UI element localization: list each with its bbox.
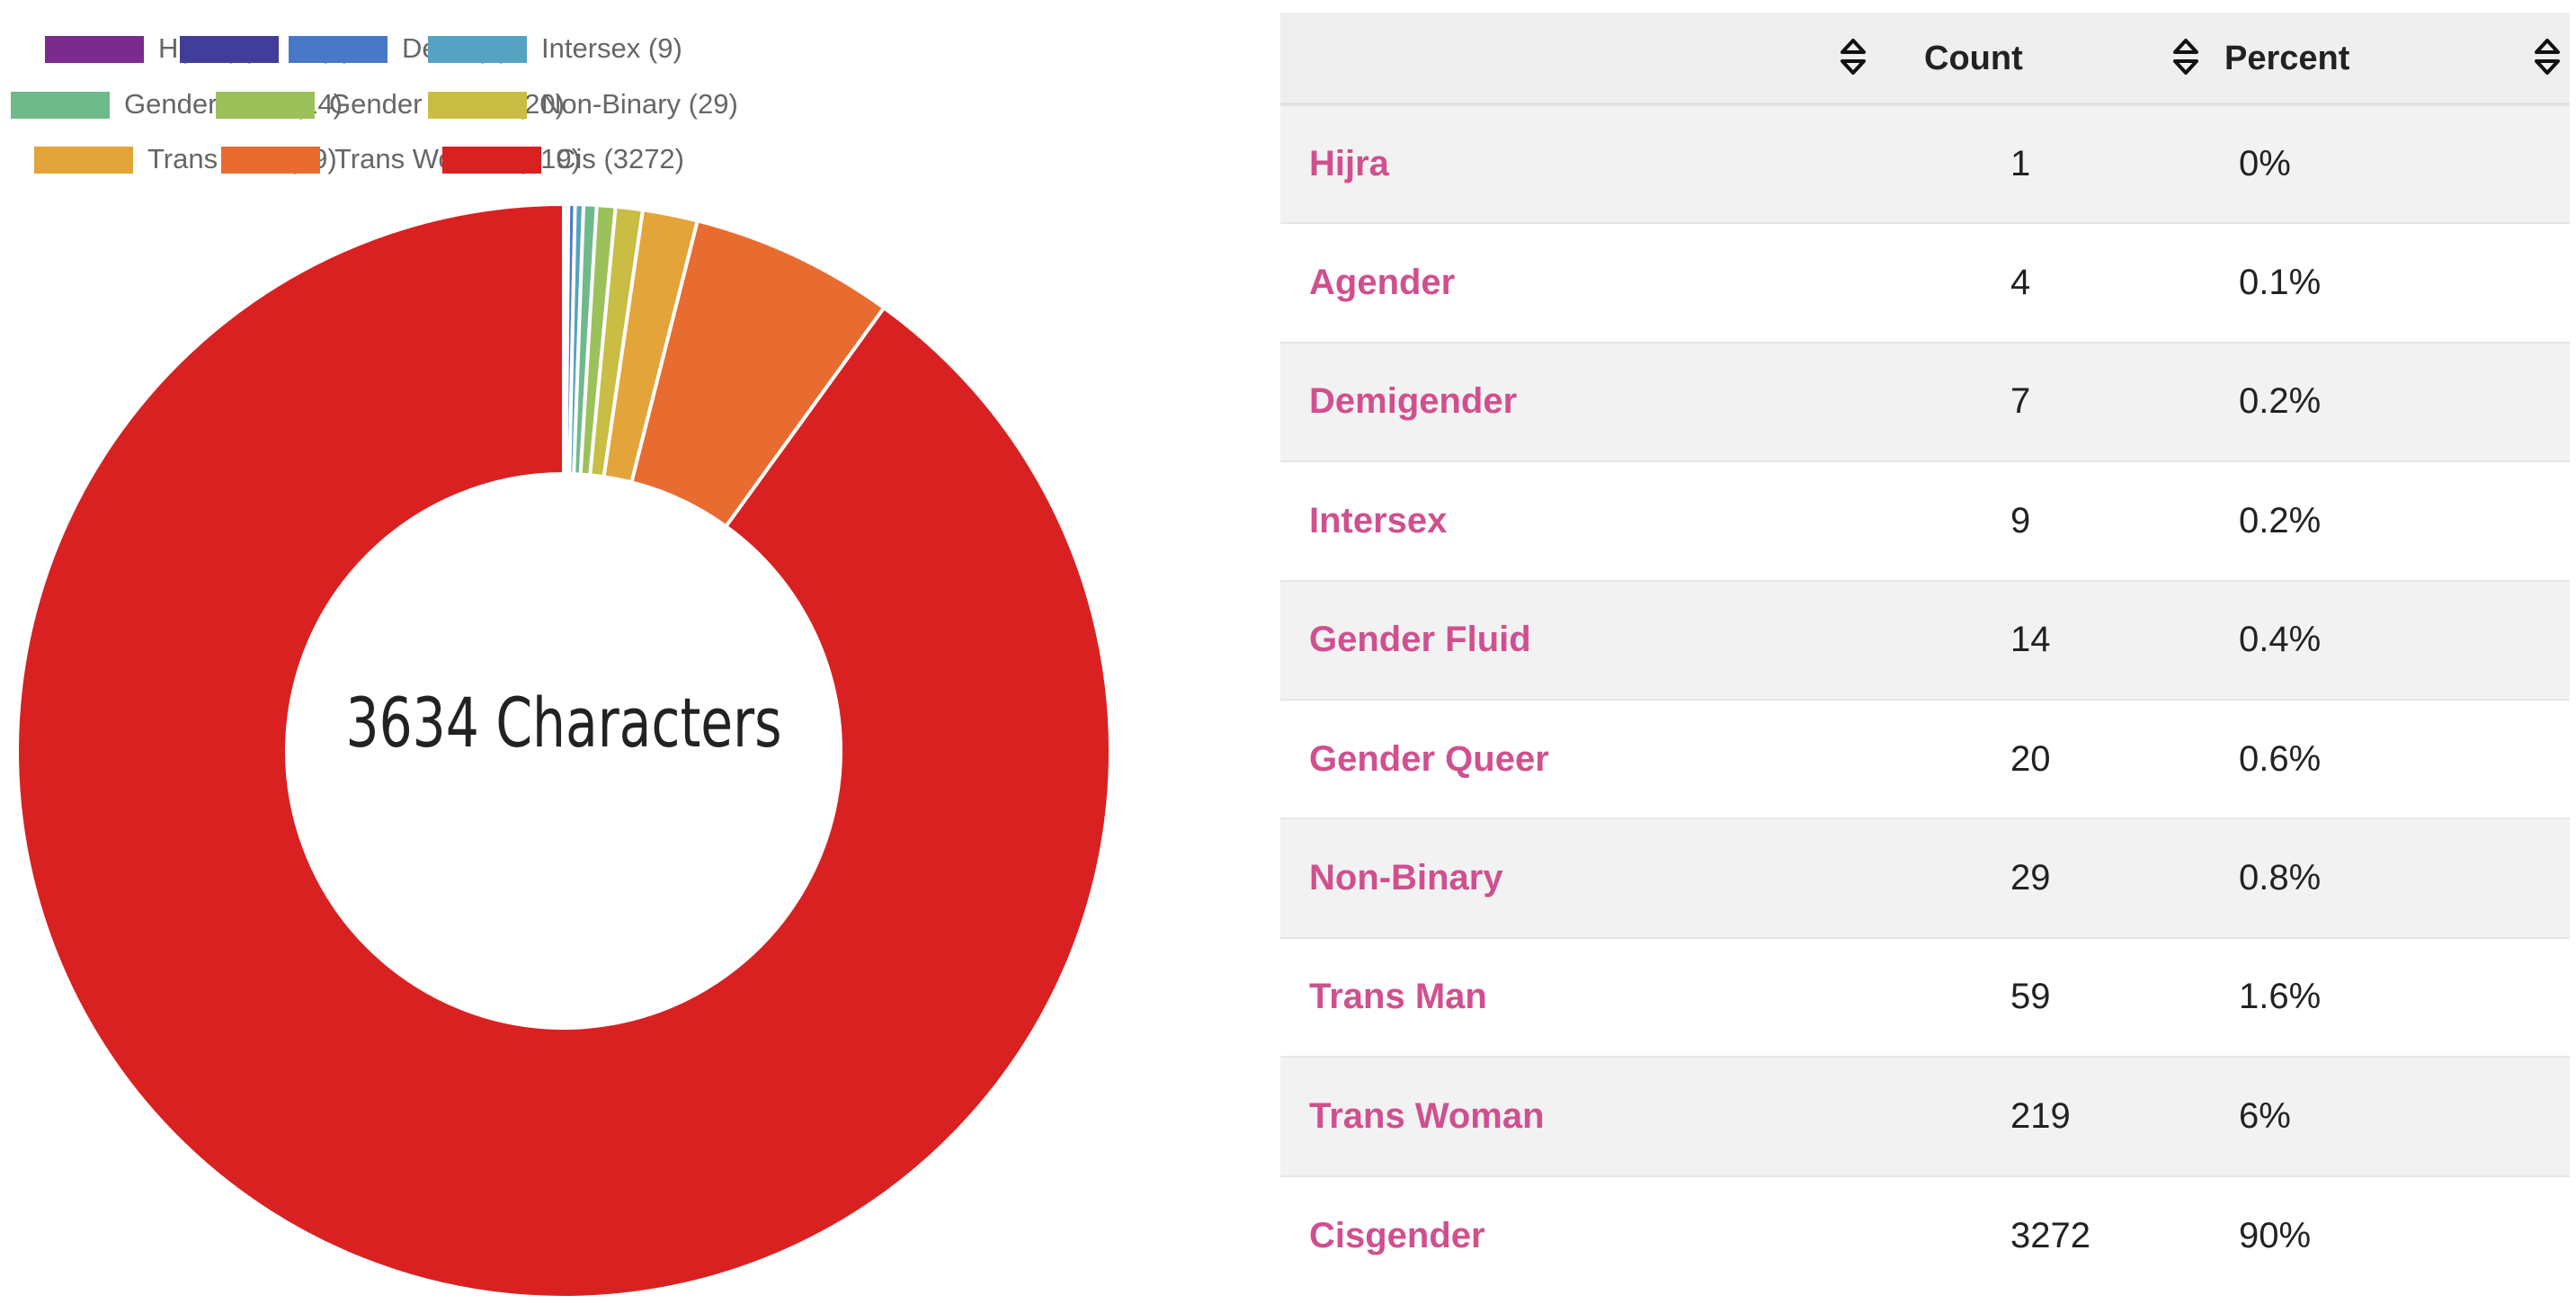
legend-swatch[interactable] (428, 36, 527, 63)
table-row: Agender 4 0.1% (1280, 222, 2570, 343)
sort-icon[interactable] (2172, 38, 2199, 76)
legend-swatch[interactable] (45, 36, 144, 63)
legend-swatch[interactable] (180, 36, 279, 63)
legend-swatch[interactable] (428, 92, 527, 119)
table-header-row: Count Percent (1280, 13, 2570, 106)
row-label-link[interactable]: Demigender (1280, 341, 1895, 462)
row-label-link[interactable]: Gender Fluid (1280, 579, 1895, 700)
row-count: 14 (1895, 579, 2212, 700)
data-table-container: Count Percent Hijra 1 0% Agender 4 0.1% Demige… (1280, 13, 2570, 1295)
legend-swatch[interactable] (216, 92, 315, 119)
sort-icon[interactable] (2534, 38, 2561, 76)
row-label-link[interactable]: Gender Queer (1280, 698, 1895, 819)
row-percent: 6% (2212, 1056, 2570, 1176)
row-label-link[interactable]: Agender (1280, 222, 1895, 343)
table-row: Gender Fluid 14 0.4% (1280, 579, 2570, 700)
row-count: 29 (1895, 817, 2212, 938)
legend-label[interactable]: Non-Binary (29) (541, 88, 738, 120)
row-percent: 0.2% (2212, 460, 2570, 581)
row-count: 3272 (1895, 1174, 2212, 1295)
legend-swatch[interactable] (289, 36, 388, 63)
donut-center-label: 3634 Characters (346, 683, 782, 763)
table-row: Gender Queer 20 0.6% (1280, 698, 2570, 819)
table-body: Hijra 1 0% Agender 4 0.1% Demigender 7 0.2% Inter… (1280, 103, 2570, 1295)
table-row: Non-Binary 29 0.8% (1280, 817, 2570, 938)
row-percent: 0.8% (2212, 817, 2570, 938)
header-label-column[interactable] (1280, 13, 1895, 106)
row-count: 7 (1895, 341, 2212, 462)
header-count-label: Count (1924, 40, 2023, 77)
row-count: 219 (1895, 1056, 2212, 1176)
row-percent: 1.6% (2212, 936, 2570, 1058)
row-count: 1 (1895, 103, 2212, 224)
header-percent-column[interactable]: Percent (2212, 13, 2570, 106)
legend-swatch[interactable] (442, 147, 541, 174)
row-count: 20 (1895, 698, 2212, 819)
table-row: Hijra 1 0% (1280, 103, 2570, 224)
row-label-link[interactable]: Non-Binary (1280, 817, 1895, 938)
row-label-link[interactable]: Intersex (1280, 460, 1895, 581)
row-percent: 0% (2212, 103, 2570, 224)
donut-chart-svg: 3634 Characters (15, 201, 1112, 1300)
row-count: 4 (1895, 222, 2212, 343)
table-row: Trans Woman 219 6% (1280, 1056, 2570, 1176)
legend-swatch[interactable] (11, 92, 110, 119)
donut-slices (15, 201, 1112, 1300)
row-percent: 0.4% (2212, 579, 2570, 700)
row-percent: 0.1% (2212, 222, 2570, 343)
row-label-link[interactable]: Cisgender (1280, 1174, 1895, 1295)
data-table: Count Percent Hijra 1 0% Agender 4 0.1% Demige… (1280, 13, 2570, 1295)
row-percent: 0.6% (2212, 698, 2570, 819)
donut-chart: 3634 Characters Hijra (1)A (4)Demi (7)In… (0, 0, 1259, 1304)
row-label-link[interactable]: Trans Man (1280, 936, 1895, 1058)
legend-swatch[interactable] (221, 147, 320, 174)
row-count: 9 (1895, 460, 2212, 581)
row-count: 59 (1895, 936, 2212, 1058)
legend-label[interactable]: Intersex (9) (541, 32, 682, 64)
table-row: Trans Man 59 1.6% (1280, 936, 2570, 1058)
row-label-link[interactable]: Hijra (1280, 103, 1895, 224)
header-count-column[interactable]: Count (1895, 13, 2212, 106)
table-row: Demigender 7 0.2% (1280, 341, 2570, 462)
legend-label[interactable]: Cis (3272) (556, 143, 684, 174)
legend-swatch[interactable] (34, 147, 133, 174)
table-row: Cisgender 3272 90% (1280, 1174, 2570, 1295)
row-percent: 90% (2212, 1174, 2570, 1295)
table-row: Intersex 9 0.2% (1280, 460, 2570, 581)
donut-slice[interactable] (15, 201, 1112, 1300)
chart-legend: Hijra (1)A (4)Demi (7)Intersex (9)Gender… (0, 0, 1259, 189)
row-label-link[interactable]: Trans Woman (1280, 1056, 1895, 1176)
row-percent: 0.2% (2212, 341, 2570, 462)
sort-icon[interactable] (1840, 38, 1867, 76)
header-percent-label: Percent (2224, 40, 2350, 77)
